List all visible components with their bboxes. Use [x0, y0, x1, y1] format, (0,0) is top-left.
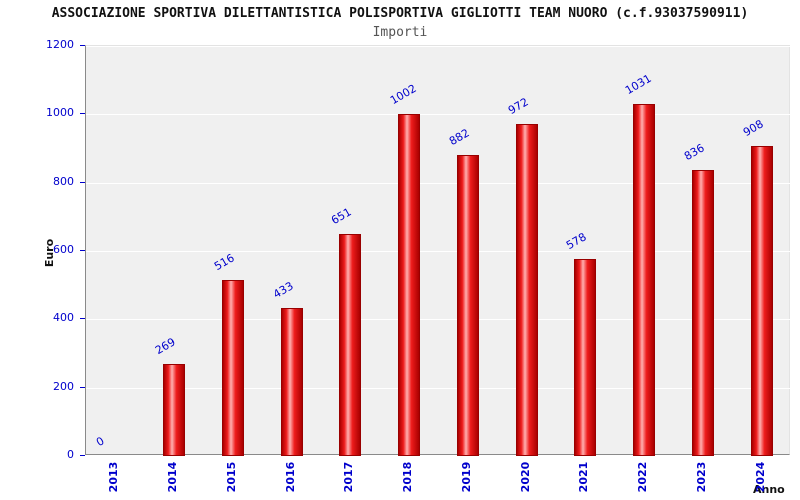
bar-value-label: 882 [446, 126, 472, 148]
bar-value-label: 1002 [388, 81, 419, 107]
x-tick-label-2024: 2024 [753, 461, 767, 493]
bar-value-label: 651 [329, 204, 355, 227]
x-tick-label-2015: 2015 [224, 461, 238, 493]
x-tick-label-2018: 2018 [401, 461, 415, 493]
y-tick-label: 200 [53, 379, 74, 393]
bar-value-label: 1031 [623, 71, 654, 97]
y-tick-mark [80, 455, 85, 456]
gridline [86, 251, 791, 252]
x-tick-label-2022: 2022 [636, 461, 650, 493]
x-tick-label-2016: 2016 [283, 461, 297, 493]
bar-value-label: 0 [94, 434, 107, 450]
bar-2023 [691, 170, 714, 456]
gridline [86, 114, 791, 116]
y-tick-mark [80, 181, 85, 183]
y-tick-mark [80, 250, 85, 251]
x-axis-title: Anno [753, 483, 785, 496]
bar-2017 [339, 233, 362, 456]
bar-2014 [163, 364, 186, 456]
y-tick-mark [80, 45, 85, 46]
bar-2024 [750, 145, 773, 456]
x-tick-label-2021: 2021 [577, 461, 591, 493]
x-tick-label-2013: 2013 [107, 461, 121, 493]
x-tick-label-2017: 2017 [342, 461, 356, 493]
bar-value-label: 836 [681, 141, 707, 164]
gridline [86, 46, 791, 47]
gridline [86, 319, 791, 321]
bar-2016 [280, 308, 303, 456]
y-tick-label: 600 [53, 243, 74, 256]
bar-2019 [456, 154, 479, 456]
gridline [86, 182, 791, 184]
y-tick-label: 400 [53, 311, 74, 325]
bar-value-label: 908 [740, 117, 766, 139]
bar-value-label: 269 [153, 335, 178, 358]
plot-area: 0 269 516 433 651 1002 882 972 578 1031 836 908 [85, 45, 791, 456]
gridline [86, 387, 791, 389]
y-tick-label: 1200 [46, 38, 74, 51]
bar-2020 [515, 123, 538, 456]
x-tick-label-2020: 2020 [518, 461, 532, 493]
bar-value-label: 433 [270, 279, 296, 302]
bar-2022 [633, 103, 656, 456]
chart-title: ASSOCIAZIONE SPORTIVA DILETTANTISTICA PO… [51, 6, 749, 21]
bar-2015 [221, 279, 244, 456]
y-tick-mark [80, 113, 85, 115]
y-tick-mark [80, 318, 85, 320]
y-tick-mark [80, 386, 85, 388]
x-tick-label-2014: 2014 [166, 461, 180, 493]
y-tick-label: 800 [53, 174, 74, 188]
x-tick-label-2019: 2019 [459, 461, 473, 493]
x-tick-label-2023: 2023 [694, 461, 708, 493]
bar-value-label: 578 [564, 229, 590, 252]
y-tick-label: 1000 [46, 106, 74, 120]
bar-2021 [574, 258, 597, 456]
bar-2018 [398, 113, 421, 456]
bar-value-label: 516 [211, 251, 237, 273]
chart-subtitle: Importi [372, 25, 428, 40]
y-tick-label: 0 [67, 448, 74, 461]
